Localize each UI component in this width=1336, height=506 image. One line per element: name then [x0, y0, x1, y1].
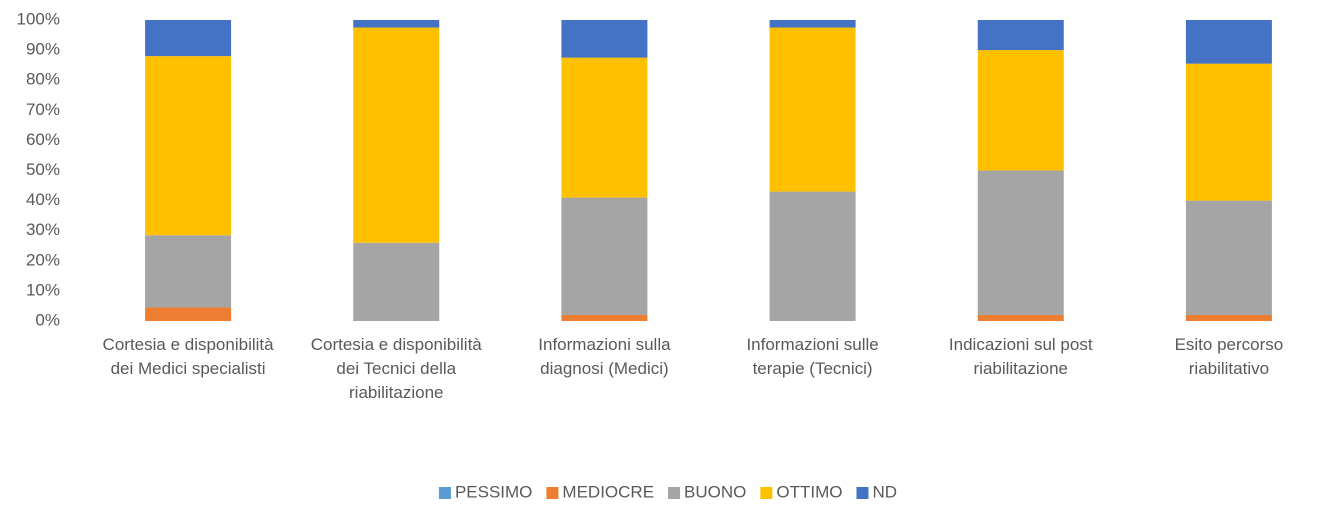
x-label-box: Informazioni sulla diagnosi (Medici) — [538, 335, 671, 378]
bar-segment — [561, 20, 648, 58]
y-tick-label: 80% — [26, 70, 60, 89]
x-label-box: Cortesia e disponibilità dei Medici spec… — [102, 335, 274, 378]
legend: PESSIMO MEDIOCRE BUONO OTTIMO ND — [438, 482, 897, 501]
legend-swatch — [856, 487, 869, 499]
y-tick-label: 10% — [26, 280, 60, 299]
legend-swatch — [546, 487, 559, 499]
bar-segment — [353, 27, 440, 243]
x-label-box: Esito percorso riabilitativo — [1174, 335, 1284, 378]
legend-swatch — [668, 487, 681, 499]
bar-segment — [145, 307, 232, 321]
bar-segment — [145, 235, 232, 308]
y-tick-label: 30% — [26, 220, 60, 239]
bar-segment — [353, 242, 440, 321]
legend-label: OTTIMO — [776, 482, 842, 501]
y-tick-label: 40% — [26, 190, 60, 209]
bar-segment — [769, 20, 856, 28]
bar-segment — [1185, 314, 1272, 321]
bar-segment — [977, 314, 1064, 321]
legend-label: MEDIOCRE — [562, 482, 654, 501]
bar-segment — [1185, 63, 1272, 201]
x-tick-label: Indicazioni sul post riabilitazione — [948, 335, 1093, 378]
legend-label: ND — [872, 482, 897, 501]
bar-segment — [769, 27, 856, 192]
x-tick-label: Cortesia e disponibilità dei Medici spec… — [102, 335, 274, 378]
bar-segment — [561, 314, 648, 321]
x-label-box: Cortesia e disponibilità dei Tecnici del… — [310, 335, 482, 402]
bar-segment — [561, 57, 648, 198]
bar-segment — [769, 191, 856, 321]
legend-swatch — [760, 487, 773, 499]
y-tick-label: 100% — [17, 9, 60, 28]
bar-segment — [977, 20, 1064, 51]
y-tick-label: 90% — [26, 40, 60, 59]
legend-label: BUONO — [684, 482, 746, 501]
y-tick-label: 20% — [26, 250, 60, 269]
y-tick-label: 0% — [35, 310, 60, 329]
y-tick-label: 60% — [26, 130, 60, 149]
x-tick-label: Informazioni sulla diagnosi (Medici) — [538, 335, 671, 378]
bar-segment — [145, 20, 232, 57]
bar-segment — [561, 197, 648, 315]
x-label-box: Informazioni sulle terapie (Tecnici) — [746, 335, 879, 378]
y-tick-label: 50% — [26, 160, 60, 179]
bar-segment — [145, 56, 232, 236]
bar-segment — [977, 170, 1064, 315]
bar-segment — [1185, 20, 1272, 64]
legend-swatch — [438, 487, 451, 499]
x-tick-label: Esito percorso riabilitativo — [1174, 335, 1284, 378]
bar-segment — [353, 20, 440, 28]
x-tick-label: Informazioni sulle terapie (Tecnici) — [746, 335, 879, 378]
x-tick-label: Cortesia e disponibilità dei Tecnici del… — [310, 335, 482, 402]
x-label-box: Indicazioni sul post riabilitazione — [948, 335, 1093, 378]
bar-segment — [1185, 200, 1272, 315]
bar-segment — [977, 50, 1064, 171]
y-tick-label: 70% — [26, 100, 60, 119]
legend-label: PESSIMO — [455, 482, 532, 501]
